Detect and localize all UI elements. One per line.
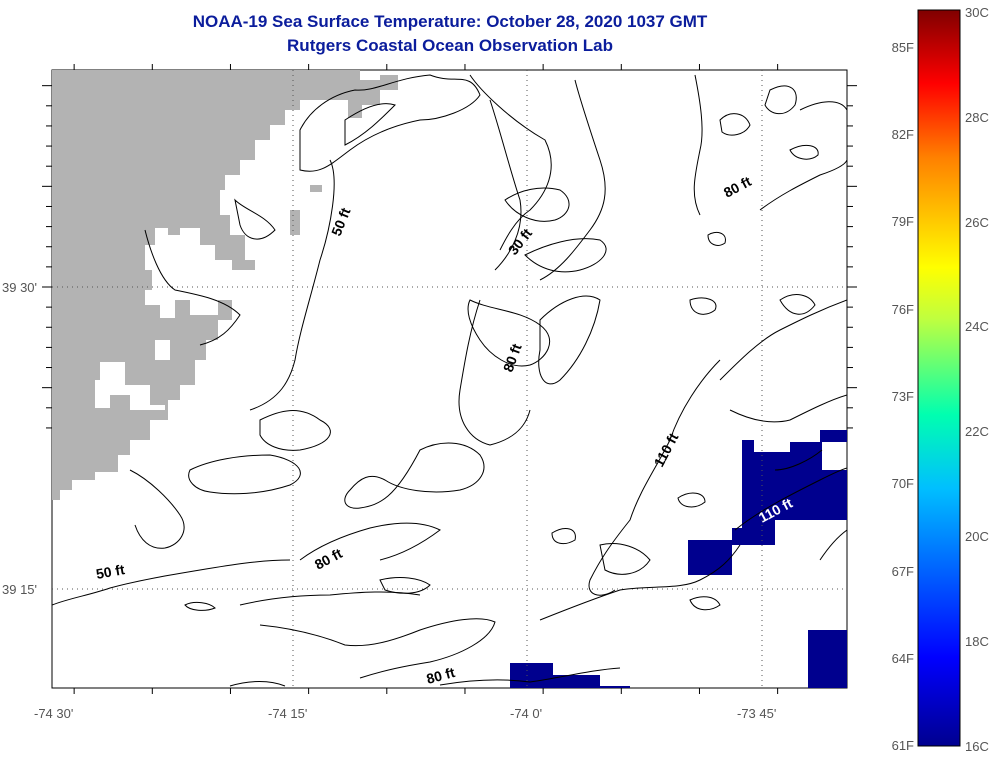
lat-label: 39 15' (2, 582, 37, 597)
lon-label: -74 15' (268, 706, 307, 721)
depth-contours (52, 74, 847, 687)
c-label: 24C (965, 319, 989, 334)
map-title: NOAA-19 Sea Surface Temperature: October… (192, 12, 708, 31)
c-label: 18C (965, 634, 989, 649)
lon-label: -74 30' (34, 706, 73, 721)
axis-labels: 39 30' 39 15' -74 30' -74 15' -74 0' -73… (2, 280, 776, 721)
contour-label: 80 ft (425, 664, 457, 687)
f-label: 76F (892, 302, 914, 317)
f-label: 67F (892, 564, 914, 579)
temperature-colorbar (917, 9, 961, 747)
f-label: 79F (892, 214, 914, 229)
c-label: 30C (965, 5, 989, 20)
cold-water-patch (510, 430, 847, 688)
lat-lon-grid (52, 70, 847, 688)
lat-label: 39 30' (2, 280, 37, 295)
f-label: 70F (892, 476, 914, 491)
map-subtitle: Rutgers Coastal Ocean Observation Lab (287, 36, 613, 55)
f-label: 82F (892, 127, 914, 142)
c-label: 16C (965, 739, 989, 754)
c-label: 22C (965, 424, 989, 439)
f-label: 85F (892, 40, 914, 55)
lon-label: -74 0' (510, 706, 542, 721)
f-label: 64F (892, 651, 914, 666)
contour-label: 50 ft (95, 561, 126, 582)
f-label: 61F (892, 738, 914, 753)
lon-label: -73 45' (737, 706, 776, 721)
colorbar-f-labels: 85F 82F 79F 76F 73F 70F 67F 64F 61F (892, 40, 914, 753)
c-label: 28C (965, 110, 989, 125)
colorbar-c-labels: 30C 28C 26C 24C 22C 20C 18C 16C (965, 5, 989, 754)
axis-ticks (42, 64, 857, 694)
c-label: 26C (965, 215, 989, 230)
c-label: 20C (965, 529, 989, 544)
f-label: 73F (892, 389, 914, 404)
bay-water (95, 340, 170, 410)
